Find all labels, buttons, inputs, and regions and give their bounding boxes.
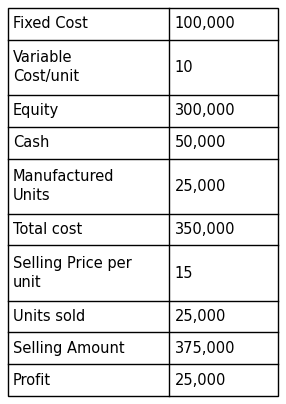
Text: 100,000: 100,000 [175, 17, 235, 32]
Text: 25,000: 25,000 [175, 309, 226, 324]
Text: 15: 15 [175, 265, 193, 280]
Text: Profit: Profit [13, 372, 51, 387]
Text: 50,000: 50,000 [175, 135, 226, 150]
Text: 25,000: 25,000 [175, 372, 226, 387]
Text: 350,000: 350,000 [175, 222, 235, 237]
Text: 300,000: 300,000 [175, 103, 235, 118]
Text: Total cost: Total cost [13, 222, 82, 237]
Text: Units sold: Units sold [13, 309, 85, 324]
Text: Equity: Equity [13, 103, 59, 118]
Text: 10: 10 [175, 60, 193, 75]
Text: Fixed Cost: Fixed Cost [13, 17, 88, 32]
Text: 25,000: 25,000 [175, 179, 226, 194]
Text: Variable
Cost/unit: Variable Cost/unit [13, 50, 79, 84]
Text: Manufactured
Units: Manufactured Units [13, 169, 114, 203]
Text: Selling Price per
unit: Selling Price per unit [13, 256, 132, 290]
Text: 375,000: 375,000 [175, 341, 235, 356]
Text: Cash: Cash [13, 135, 49, 150]
Text: Selling Amount: Selling Amount [13, 341, 125, 356]
